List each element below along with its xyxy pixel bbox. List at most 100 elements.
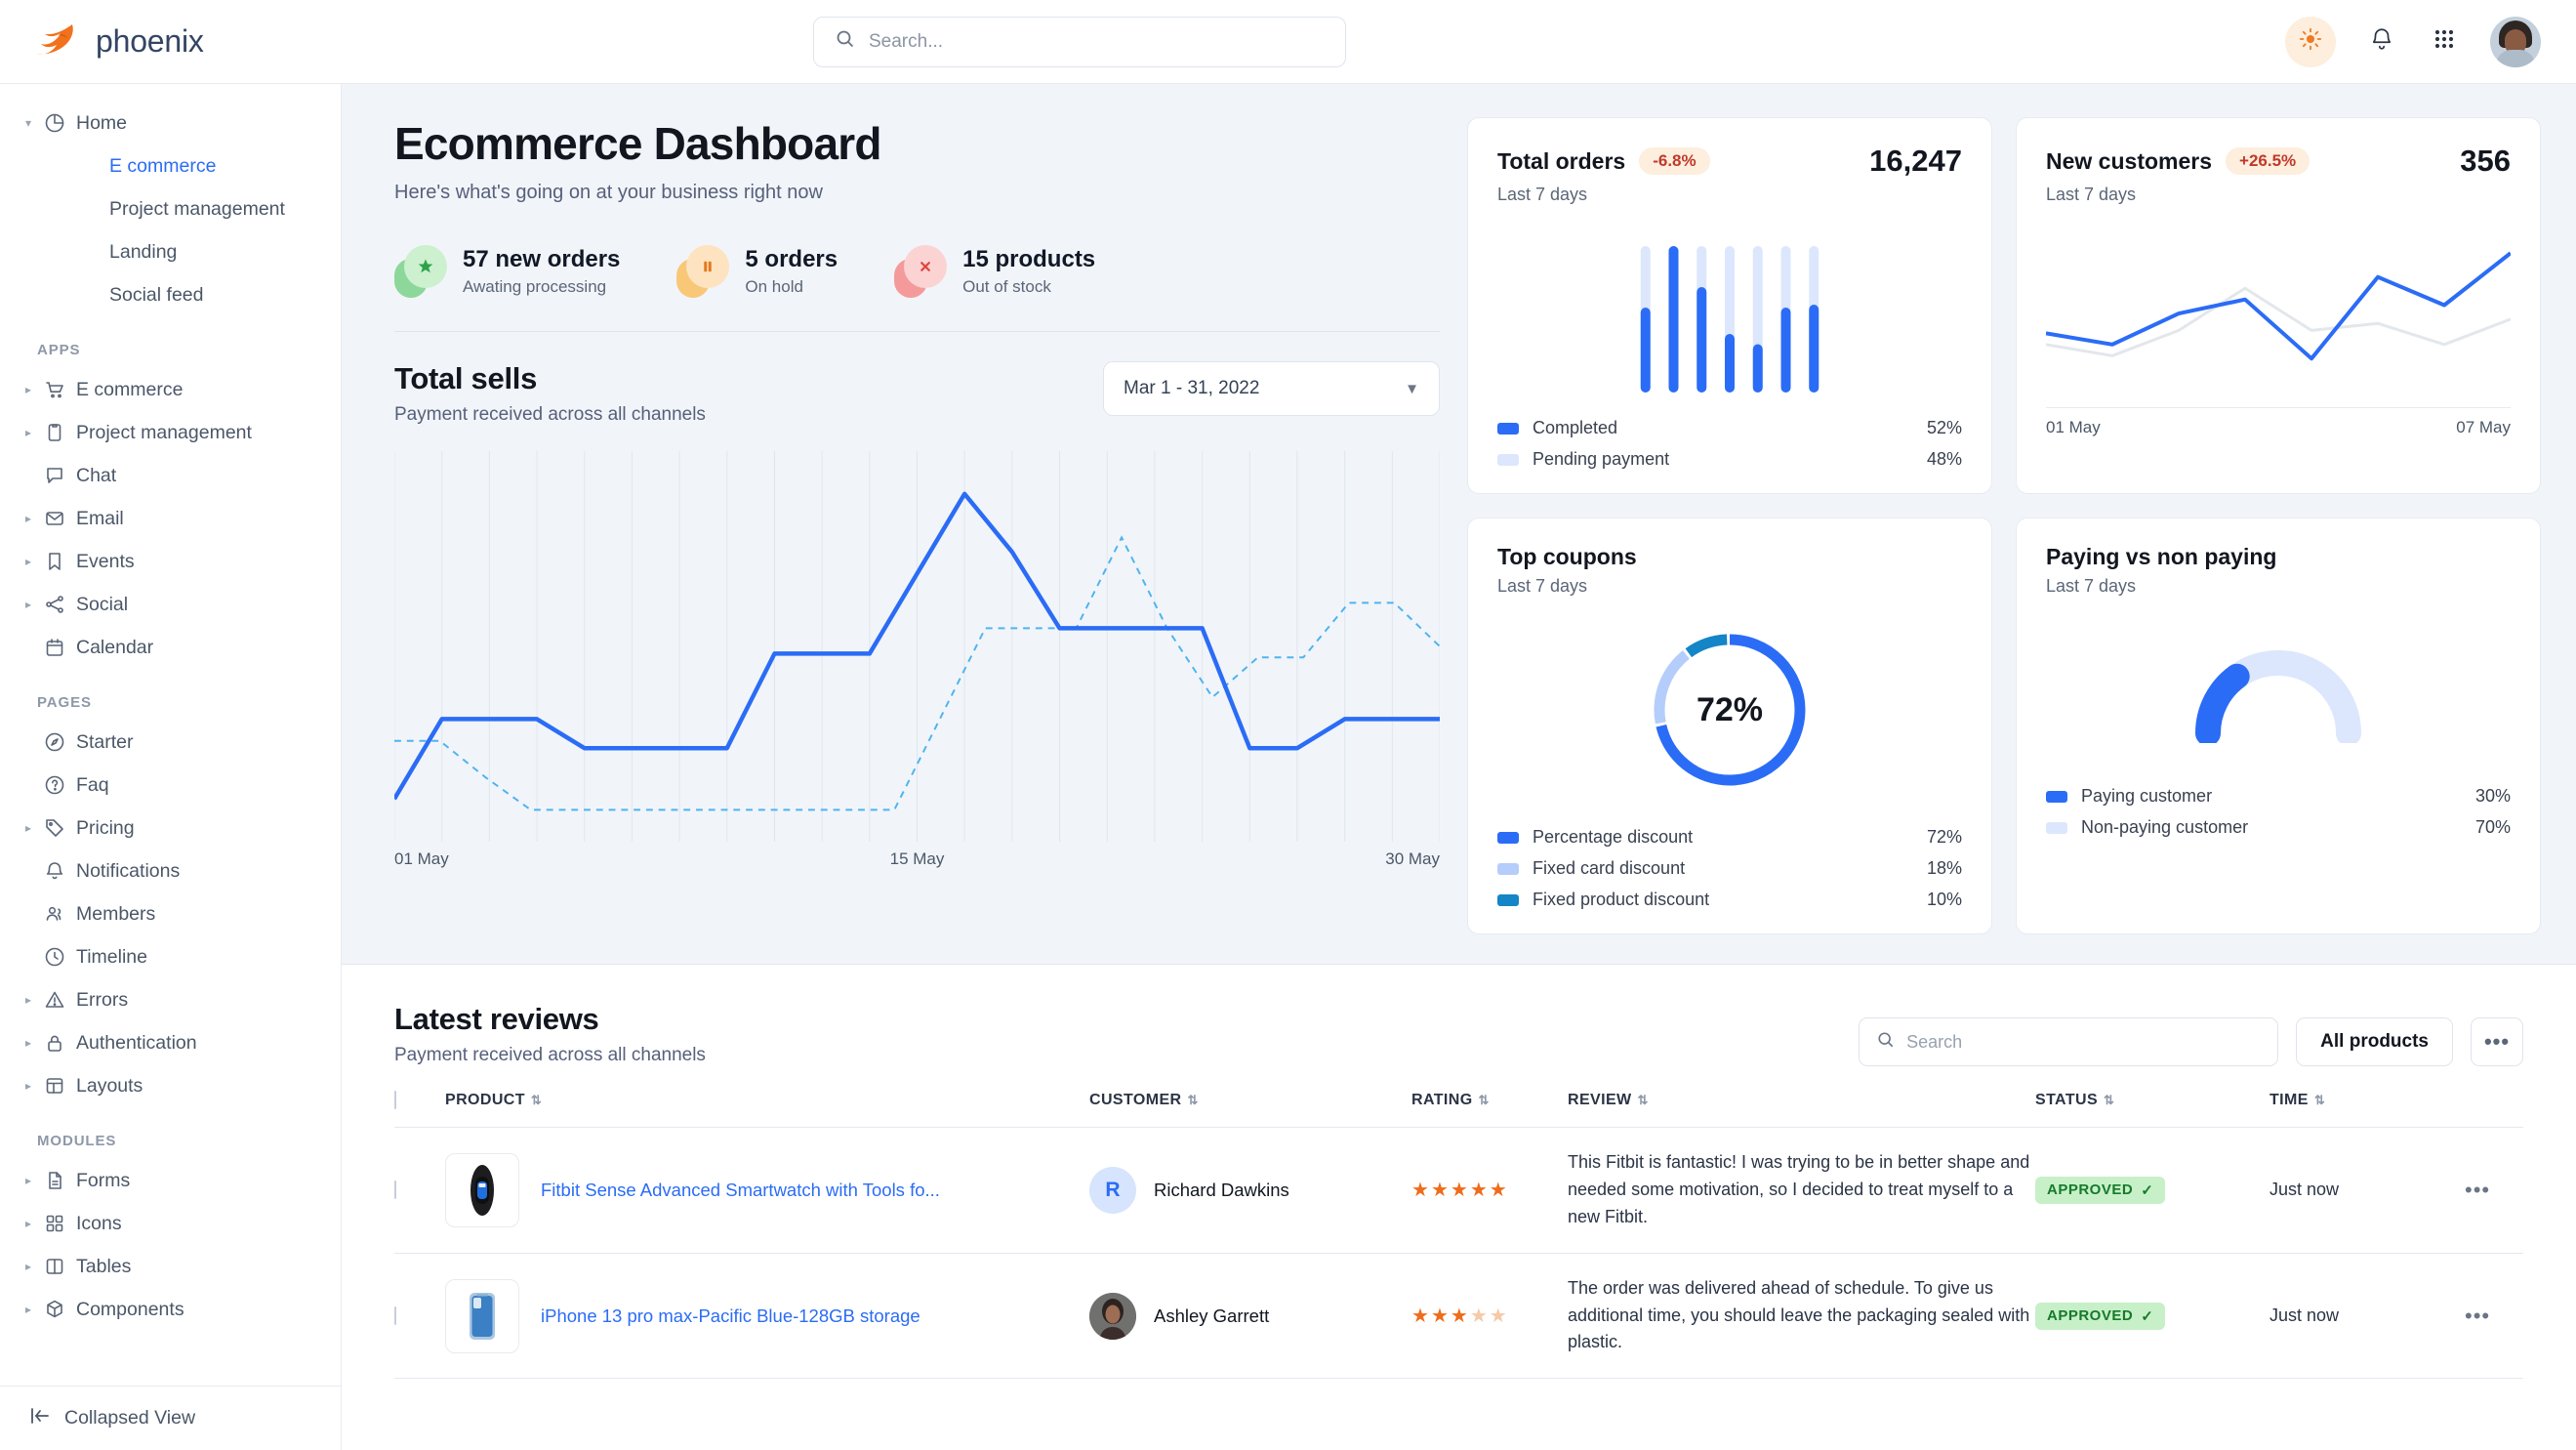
column-customer-label: CUSTOMER [1089,1092,1182,1108]
sidebar-item-social[interactable]: ▸ Social [0,583,341,626]
chevron-down-icon[interactable]: ▾ [25,116,32,130]
sidebar-item-pricing[interactable]: ▸ Pricing [0,807,341,849]
sidebar-item-email[interactable]: ▸ Email [0,497,341,540]
sidebar-item-events[interactable]: ▸ Events [0,540,341,583]
column-product[interactable]: PRODUCT ⇅ [445,1092,1089,1128]
fitbit-watch-image [445,1152,519,1227]
product-link[interactable]: Fitbit Sense Advanced Smartwatch with To… [541,1179,940,1200]
table-header-row: PRODUCT ⇅ CUSTOMER ⇅ RATING ⇅ REVIEW ⇅ [394,1091,2523,1128]
row-product-cell: Fitbit Sense Advanced Smartwatch with To… [445,1127,1089,1254]
collapsed-view-label: Collapsed View [64,1407,196,1429]
sidebar-item-e-commerce[interactable]: E commerce [0,145,341,187]
date-range-select[interactable]: Mar 1 - 31, 2022 ▼ [1103,361,1440,416]
chevron-right-icon[interactable]: ▸ [25,1079,32,1093]
chevron-right-icon[interactable]: ▸ [25,993,32,1007]
legend-value: 48% [1926,449,1962,469]
ellipsis-icon[interactable]: ••• [2465,1177,2491,1202]
chevron-right-icon[interactable]: ▸ [25,1217,32,1230]
sidebar-item-chat[interactable]: Chat [0,454,341,497]
rating-stars: ★★★★★ [1411,1305,1509,1327]
all-products-button[interactable]: All products [2296,1017,2453,1066]
apps-grid-button[interactable] [2428,25,2461,59]
section-divider [394,331,1440,332]
page-subtitle: Here's what's going on at your business … [394,182,823,203]
sidebar-item-tables[interactable]: ▸ Tables [0,1245,341,1288]
reviews-search-input[interactable] [1906,1031,2261,1053]
reviews-more-button[interactable]: ••• [2471,1017,2523,1066]
stat-value: 5 orders [745,246,838,272]
pause-icon [686,245,730,288]
row-checkbox[interactable] [394,1180,396,1199]
bell-icon [2369,26,2394,57]
ellipsis-icon[interactable]: ••• [2465,1303,2491,1328]
sidebar-item-icons[interactable]: ▸ Icons [0,1202,341,1245]
column-rating[interactable]: RATING ⇅ [1411,1092,1568,1128]
legend-total-orders-item: Completed 52% [1497,418,1962,438]
column-review[interactable]: REVIEW ⇅ [1568,1092,2035,1128]
chevron-right-icon[interactable]: ▸ [25,1036,32,1050]
sidebar-item-faq[interactable]: Faq [0,764,341,807]
chevron-right-icon[interactable]: ▸ [25,598,32,611]
sidebar-item-label: Email [76,507,124,529]
sidebar-item-label: Timeline [76,945,147,968]
sidebar-item-starter[interactable]: Starter [0,721,341,764]
sidebar-item-landing[interactable]: Landing [0,230,341,273]
legend-swatch [1497,893,1519,906]
reviews-search[interactable] [1859,1017,2279,1066]
sidebar-item-social-feed[interactable]: Social feed [0,273,341,316]
user-avatar[interactable] [2490,16,2541,67]
sidebar-item-components[interactable]: ▸ Components [0,1288,341,1331]
sidebar-section-pages: PAGES [37,694,92,711]
grid-apps-icon [2433,27,2456,56]
grid-squares-icon [43,1212,76,1235]
chevron-right-icon[interactable]: ▸ [25,512,32,525]
table-row[interactable]: iPhone 13 pro max-Pacific Blue-128GB sto… [394,1253,2523,1380]
sidebar-item-layouts[interactable]: ▸ Layouts [0,1064,341,1107]
sidebar-item-calendar[interactable]: Calendar [0,626,341,669]
notifications-button[interactable] [2365,25,2398,59]
quick-stats: 57 new orders Awating processing 5 orders O… [394,245,1440,298]
sidebar-item-errors[interactable]: ▸ Errors [0,978,341,1021]
brand[interactable]: phoenix [35,22,344,62]
users-icon [43,902,76,926]
column-customer[interactable]: CUSTOMER ⇅ [1089,1092,1411,1128]
column-time[interactable]: TIME ⇅ [2269,1092,2465,1128]
table-row[interactable]: Fitbit Sense Advanced Smartwatch with To… [394,1127,2523,1254]
dashboard-left-column: Ecommerce Dashboard Here's what's going … [392,117,1441,934]
sidebar-item-timeline[interactable]: Timeline [0,935,341,978]
chevron-right-icon[interactable]: ▸ [25,821,32,835]
select-all-checkbox[interactable] [394,1091,396,1109]
product-link[interactable]: iPhone 13 pro max-Pacific Blue-128GB sto… [541,1305,920,1326]
chevron-right-icon[interactable]: ▸ [25,383,32,396]
column-review-label: REVIEW [1568,1092,1632,1108]
card-total-orders-legend: Completed 52% Pending payment 48% [1497,418,1962,470]
stat-caption: Awating processing [463,277,607,296]
total-sells-header: Total sells Payment received across all … [394,361,1440,426]
sidebar-item-label: Pricing [76,816,135,839]
compass-icon [43,730,76,754]
legend-paying-item: Paying customer 30% [2046,786,2511,807]
sidebar-item-authentication[interactable]: ▸ Authentication [0,1021,341,1064]
sidebar-item-project-management[interactable]: ▸ Project management [0,411,341,454]
date-range-value: Mar 1 - 31, 2022 [1124,378,1260,398]
chevron-right-icon[interactable]: ▸ [25,1174,32,1187]
sidebar-item-home[interactable]: ▾ Home [0,102,341,145]
sidebar-item-members[interactable]: Members [0,892,341,935]
theme-toggle-button[interactable] [2285,16,2336,67]
chevron-right-icon[interactable]: ▸ [25,1303,32,1316]
search-icon [836,29,855,54]
sidebar-item-project-management[interactable]: Project management [0,187,341,230]
total-orders-bar-chart [1497,227,1962,393]
row-checkbox[interactable] [394,1305,396,1325]
chevron-right-icon[interactable]: ▸ [25,555,32,568]
collapsed-view-button[interactable]: Collapsed View [0,1386,341,1450]
sidebar-item-notifications[interactable]: Notifications [0,849,341,892]
sidebar-item-forms[interactable]: ▸ Forms [0,1159,341,1202]
sidebar-item-e-commerce[interactable]: ▸ E commerce [0,368,341,411]
chevron-right-icon[interactable]: ▸ [25,1260,32,1273]
global-search[interactable] [813,16,1346,67]
legend-value: 10% [1926,890,1962,909]
chevron-right-icon[interactable]: ▸ [25,426,32,439]
search-input[interactable] [869,30,1324,53]
column-status[interactable]: STATUS ⇅ [2035,1092,2269,1128]
